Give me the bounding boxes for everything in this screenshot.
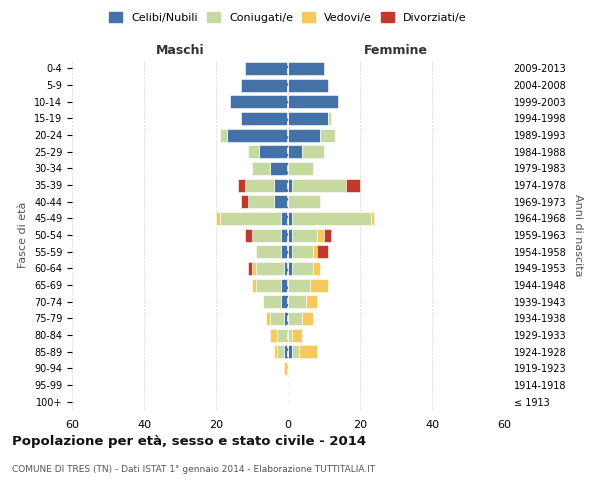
Bar (317, 228, 324, 241)
Bar (256, 278, 281, 291)
Bar (248, 262, 252, 275)
Bar (288, 128, 320, 141)
Bar (256, 245, 281, 258)
Text: Maschi: Maschi (155, 44, 205, 57)
Bar (288, 278, 310, 291)
Bar (288, 345, 292, 358)
Bar (313, 262, 320, 275)
Bar (256, 262, 284, 275)
Bar (281, 245, 288, 258)
Bar (292, 228, 317, 241)
Bar (302, 145, 324, 158)
Text: Femmine: Femmine (364, 44, 428, 57)
Bar (281, 295, 288, 308)
Bar (281, 212, 288, 225)
Bar (288, 295, 306, 308)
Bar (281, 228, 288, 241)
Bar (299, 345, 317, 358)
Bar (288, 262, 292, 275)
Bar (252, 162, 270, 175)
Bar (288, 228, 292, 241)
Bar (241, 195, 248, 208)
Bar (292, 262, 313, 275)
Bar (270, 312, 284, 325)
Bar (288, 78, 328, 92)
Text: COMUNE DI TRES (TN) - Dati ISTAT 1° gennaio 2014 - Elaborazione TUTTITALIA.IT: COMUNE DI TRES (TN) - Dati ISTAT 1° genn… (12, 465, 375, 474)
Bar (288, 212, 292, 225)
Bar (288, 112, 328, 125)
Bar (288, 95, 338, 108)
Bar (288, 195, 320, 208)
Bar (284, 262, 288, 275)
Bar (230, 95, 288, 108)
Bar (292, 328, 302, 342)
Bar (263, 295, 281, 308)
Bar (288, 62, 324, 75)
Bar (292, 212, 371, 225)
Bar (238, 178, 245, 192)
Bar (245, 178, 274, 192)
Bar (220, 128, 227, 141)
Bar (270, 162, 288, 175)
Bar (241, 78, 288, 92)
Bar (288, 245, 292, 258)
Bar (284, 362, 288, 375)
Bar (371, 212, 374, 225)
Bar (227, 128, 288, 141)
Legend: Celibi/Nubili, Coniugati/e, Vedovi/e, Divorziati/e: Celibi/Nubili, Coniugati/e, Vedovi/e, Di… (105, 8, 471, 28)
Bar (292, 178, 346, 192)
Bar (292, 245, 313, 258)
Bar (216, 212, 220, 225)
Bar (281, 278, 288, 291)
Bar (245, 62, 288, 75)
Bar (270, 328, 277, 342)
Bar (292, 345, 299, 358)
Bar (328, 112, 331, 125)
Bar (324, 228, 331, 241)
Bar (288, 328, 292, 342)
Bar (306, 295, 317, 308)
Bar (277, 328, 288, 342)
Bar (252, 278, 256, 291)
Bar (288, 145, 302, 158)
Bar (317, 245, 328, 258)
Y-axis label: Fasce di età: Fasce di età (19, 202, 28, 268)
Bar (310, 278, 328, 291)
Bar (241, 112, 288, 125)
Bar (274, 345, 277, 358)
Bar (288, 162, 313, 175)
Bar (313, 245, 317, 258)
Bar (274, 195, 288, 208)
Bar (277, 345, 284, 358)
Bar (302, 312, 313, 325)
Bar (288, 312, 302, 325)
Bar (248, 145, 259, 158)
Bar (266, 312, 270, 325)
Bar (284, 312, 288, 325)
Bar (288, 178, 292, 192)
Y-axis label: Anni di nascita: Anni di nascita (573, 194, 583, 276)
Bar (346, 178, 360, 192)
Bar (284, 345, 288, 358)
Bar (245, 228, 252, 241)
Bar (259, 145, 288, 158)
Bar (320, 128, 335, 141)
Bar (274, 178, 288, 192)
Text: Popolazione per età, sesso e stato civile - 2014: Popolazione per età, sesso e stato civil… (12, 435, 366, 448)
Bar (220, 212, 281, 225)
Bar (252, 228, 281, 241)
Bar (248, 195, 274, 208)
Bar (252, 262, 256, 275)
